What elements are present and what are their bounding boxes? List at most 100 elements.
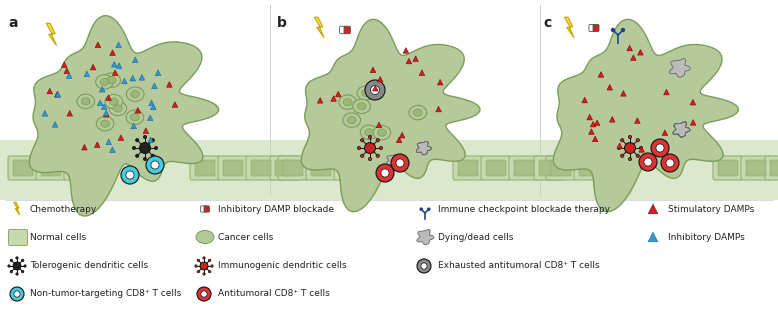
Polygon shape	[370, 67, 376, 72]
FancyBboxPatch shape	[481, 156, 511, 180]
Ellipse shape	[96, 116, 114, 131]
Polygon shape	[84, 71, 89, 77]
Polygon shape	[95, 42, 101, 48]
Polygon shape	[148, 137, 153, 143]
Polygon shape	[147, 115, 153, 121]
Text: Dying/dead cells: Dying/dead cells	[438, 234, 513, 242]
Polygon shape	[416, 142, 431, 155]
FancyBboxPatch shape	[551, 160, 571, 176]
Polygon shape	[670, 59, 690, 77]
Circle shape	[380, 146, 383, 150]
FancyBboxPatch shape	[574, 156, 604, 180]
Text: Inhibitory DAMP blockade: Inhibitory DAMP blockade	[218, 206, 334, 215]
Circle shape	[200, 262, 208, 270]
Polygon shape	[64, 68, 69, 73]
Circle shape	[396, 159, 404, 167]
Polygon shape	[396, 137, 402, 143]
Polygon shape	[664, 89, 669, 95]
Circle shape	[636, 138, 640, 142]
FancyBboxPatch shape	[458, 160, 478, 176]
FancyBboxPatch shape	[607, 160, 627, 176]
Polygon shape	[648, 232, 658, 242]
Ellipse shape	[126, 87, 144, 101]
Ellipse shape	[131, 91, 139, 98]
Polygon shape	[106, 95, 111, 100]
Polygon shape	[131, 123, 136, 129]
Circle shape	[135, 138, 138, 142]
Circle shape	[121, 166, 139, 184]
Text: a: a	[8, 16, 17, 30]
FancyBboxPatch shape	[589, 25, 595, 31]
Ellipse shape	[360, 125, 378, 139]
Ellipse shape	[352, 99, 370, 113]
Polygon shape	[673, 122, 690, 137]
FancyBboxPatch shape	[579, 160, 599, 176]
Polygon shape	[648, 204, 658, 214]
Polygon shape	[373, 86, 378, 91]
Ellipse shape	[413, 109, 422, 116]
FancyBboxPatch shape	[741, 156, 771, 180]
Ellipse shape	[114, 105, 122, 112]
Circle shape	[197, 259, 199, 261]
Polygon shape	[52, 122, 58, 127]
Polygon shape	[673, 122, 690, 137]
Text: Inhibitory DAMPs: Inhibitory DAMPs	[668, 234, 745, 242]
Circle shape	[391, 154, 409, 172]
Polygon shape	[61, 62, 67, 68]
FancyBboxPatch shape	[344, 26, 350, 34]
Ellipse shape	[100, 78, 109, 86]
Circle shape	[211, 265, 213, 267]
Polygon shape	[46, 23, 57, 45]
Polygon shape	[111, 61, 117, 67]
Text: Normal cells: Normal cells	[30, 234, 86, 242]
Polygon shape	[116, 42, 121, 48]
Circle shape	[376, 154, 380, 157]
Polygon shape	[103, 110, 109, 116]
Polygon shape	[103, 112, 109, 117]
Text: Antitumoral CD8⁺ T cells: Antitumoral CD8⁺ T cells	[218, 290, 330, 298]
Circle shape	[365, 80, 385, 100]
Polygon shape	[132, 57, 138, 63]
Polygon shape	[135, 108, 141, 113]
Circle shape	[22, 271, 24, 273]
FancyBboxPatch shape	[514, 160, 534, 176]
FancyBboxPatch shape	[509, 156, 539, 180]
Text: b: b	[277, 16, 287, 30]
Polygon shape	[139, 74, 145, 80]
Polygon shape	[386, 154, 401, 167]
Circle shape	[151, 154, 154, 157]
Text: Non-tumor-targeting CD8⁺ T cells: Non-tumor-targeting CD8⁺ T cells	[30, 290, 181, 298]
Circle shape	[376, 164, 394, 182]
FancyBboxPatch shape	[339, 160, 359, 176]
FancyBboxPatch shape	[195, 160, 215, 176]
Ellipse shape	[347, 116, 356, 124]
Polygon shape	[331, 96, 336, 101]
FancyBboxPatch shape	[534, 156, 564, 180]
Polygon shape	[690, 120, 696, 125]
Circle shape	[661, 154, 679, 172]
FancyBboxPatch shape	[539, 160, 559, 176]
Polygon shape	[110, 50, 115, 55]
Circle shape	[201, 291, 207, 297]
FancyBboxPatch shape	[546, 156, 576, 180]
Ellipse shape	[96, 75, 114, 89]
Polygon shape	[172, 102, 177, 107]
FancyBboxPatch shape	[9, 230, 27, 245]
Ellipse shape	[107, 76, 116, 84]
Circle shape	[203, 257, 205, 259]
FancyBboxPatch shape	[13, 160, 33, 176]
Polygon shape	[116, 63, 122, 69]
Polygon shape	[609, 116, 615, 122]
FancyBboxPatch shape	[306, 156, 336, 180]
FancyBboxPatch shape	[204, 206, 209, 212]
FancyBboxPatch shape	[770, 160, 778, 176]
Polygon shape	[82, 144, 87, 150]
Circle shape	[139, 142, 150, 154]
Circle shape	[621, 154, 624, 157]
Polygon shape	[631, 55, 636, 60]
Polygon shape	[419, 70, 425, 75]
Polygon shape	[673, 122, 690, 137]
Polygon shape	[66, 73, 72, 78]
FancyBboxPatch shape	[602, 156, 632, 180]
Polygon shape	[416, 142, 431, 155]
